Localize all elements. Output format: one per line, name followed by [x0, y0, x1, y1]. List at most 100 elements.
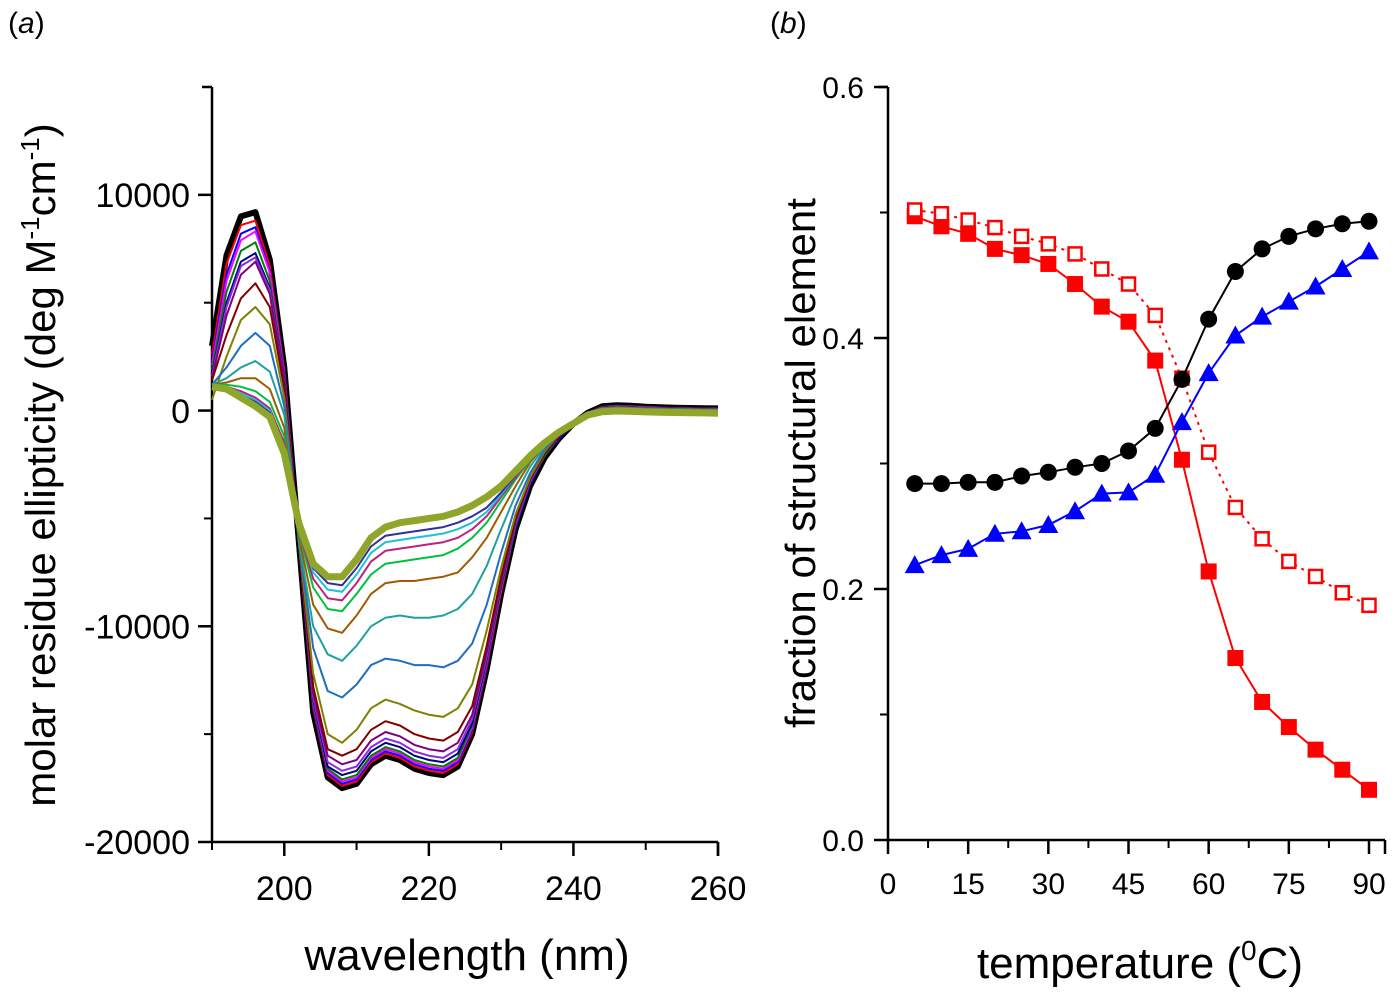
blue-triangles-point — [1118, 482, 1139, 501]
cd-spectrum-line-2 — [211, 219, 719, 787]
open-red-squares-point — [960, 212, 976, 228]
blue-triangles-point — [1305, 276, 1326, 295]
filled-red-squares-point — [960, 225, 977, 242]
filled-red-squares-point — [1093, 298, 1110, 315]
x-tick-label: 240 — [545, 870, 602, 908]
open-red-squares-point — [1040, 236, 1057, 252]
filled-red-squares-point — [1307, 741, 1324, 758]
x-tick-label: 90 — [1352, 868, 1385, 901]
filled-red-squares-point — [1120, 313, 1137, 330]
panel-a: (a) 200 220 240 260 -20000 -10000 0 10000 wavel… — [8, 7, 746, 980]
open-red-squares-point — [1067, 246, 1083, 262]
black-circles-point — [1280, 227, 1298, 245]
x-tick-label: 220 — [400, 870, 457, 908]
black-circles-point — [1146, 419, 1164, 437]
black-circles-point — [1039, 463, 1057, 481]
black-circles-point — [1253, 240, 1271, 258]
black-circles-point — [1200, 310, 1218, 328]
blue-triangles-point — [1198, 363, 1219, 382]
cd-spectrum-line-8 — [211, 260, 719, 766]
black-circles-point — [1120, 442, 1137, 460]
y-tick-label: -10000 — [84, 609, 190, 647]
panel-b-y-axis-title: fraction of structural element — [777, 198, 824, 728]
open-red-squares-point — [1281, 553, 1297, 570]
panel-a-x-axis-title: wavelength (nm) — [303, 931, 629, 980]
open-red-squares-point — [1227, 499, 1244, 516]
x-tick-label: 260 — [690, 870, 747, 908]
filled-red-squares-point — [1013, 247, 1030, 264]
x-tick-label: 30 — [1032, 868, 1065, 901]
cd-spectrum-line-18 — [211, 383, 719, 581]
x-tick-label: 0 — [880, 868, 897, 901]
black-circles-point — [1333, 215, 1351, 233]
cd-spectrum-line-1 — [209, 209, 719, 792]
blue-triangles-point — [1359, 241, 1379, 260]
filled-red-squares-point — [1147, 352, 1164, 369]
x-tick-label: 45 — [1112, 868, 1145, 901]
open-red-squares-point — [1147, 307, 1163, 324]
x-tick-label: 75 — [1272, 868, 1305, 901]
filled-red-squares-point — [1361, 781, 1377, 798]
open-red-squares-point — [987, 219, 1003, 236]
black-circles-point — [1307, 220, 1325, 238]
blue-triangles-point — [1252, 306, 1273, 325]
open-red-squares-point — [1200, 444, 1217, 460]
black-circles-line — [914, 220, 1370, 485]
panel-b-x-axis-title: temperature (0C) — [977, 935, 1303, 988]
x-tick-label: 200 — [256, 870, 313, 908]
y-tick-label: 0.2 — [822, 574, 864, 607]
filled-red-squares-point — [986, 240, 1003, 257]
filled-red-squares-point — [1334, 761, 1351, 778]
open-red-squares-point — [1334, 585, 1351, 601]
filled-red-squares-line — [914, 215, 1370, 791]
black-circles-point — [906, 475, 924, 493]
panel-b: (b) 0 15 30 45 60 75 90 0.0 0.2 0.4 0.6 temperatur… — [770, 7, 1387, 988]
black-circles-point — [1066, 458, 1084, 476]
black-circles-point — [959, 473, 977, 491]
x-tick-label: 60 — [1192, 868, 1225, 901]
filled-red-squares-point — [1280, 719, 1297, 736]
panel-b-label: (b) — [770, 7, 807, 40]
blue-triangles-point — [1171, 412, 1192, 431]
blue-triangles-point — [1065, 501, 1086, 520]
black-circles-point — [1360, 212, 1378, 230]
blue-triangles-point — [1011, 521, 1032, 540]
blue-triangles-point — [1038, 514, 1059, 533]
panel-b-series — [904, 202, 1379, 798]
open-red-squares-point — [1094, 261, 1110, 277]
panel-a-y-axis-title: molar residue ellipticity (deg M-1cm-1) — [15, 123, 64, 806]
panel-b-axes: 0 15 30 45 60 75 90 0.0 0.2 0.4 0.6 — [822, 72, 1387, 901]
panel-a-series — [209, 209, 719, 792]
open-red-squares-point — [1254, 531, 1270, 547]
open-red-squares-point — [1361, 597, 1377, 614]
filled-red-squares-point — [933, 218, 950, 235]
blue-triangles-point — [1091, 483, 1112, 502]
filled-red-squares-point — [1067, 276, 1084, 293]
y-tick-label: -20000 — [84, 824, 190, 862]
open-red-squares-line — [914, 209, 1370, 607]
blue-triangles-point — [984, 523, 1005, 542]
y-tick-label: 10000 — [95, 177, 190, 215]
blue-triangles-point — [1332, 258, 1353, 277]
black-circles-point — [932, 475, 950, 493]
cd-spectrum-line-7 — [211, 256, 719, 772]
y-tick-label: 0 — [171, 393, 190, 431]
panel-a-axes: 200 220 240 260 -20000 -10000 0 10000 — [84, 85, 747, 908]
open-red-squares-point — [906, 202, 923, 218]
blue-triangles-point — [958, 538, 979, 557]
filled-red-squares-point — [1040, 255, 1057, 272]
open-red-squares-point — [1120, 276, 1137, 292]
open-red-squares-point — [1307, 568, 1324, 585]
filled-red-squares-point — [1254, 693, 1271, 710]
x-tick-label: 15 — [951, 868, 984, 901]
black-circles-point — [986, 473, 1004, 491]
blue-triangles-point — [1145, 464, 1166, 483]
black-circles-point — [1226, 262, 1244, 280]
panel-a-label: (a) — [8, 7, 45, 40]
blue-triangles-point — [931, 545, 952, 564]
filled-red-squares-point — [1173, 451, 1190, 468]
blue-triangles-point — [1225, 325, 1246, 344]
filled-red-squares-point — [1227, 650, 1244, 667]
y-tick-label: 0.6 — [822, 72, 864, 105]
